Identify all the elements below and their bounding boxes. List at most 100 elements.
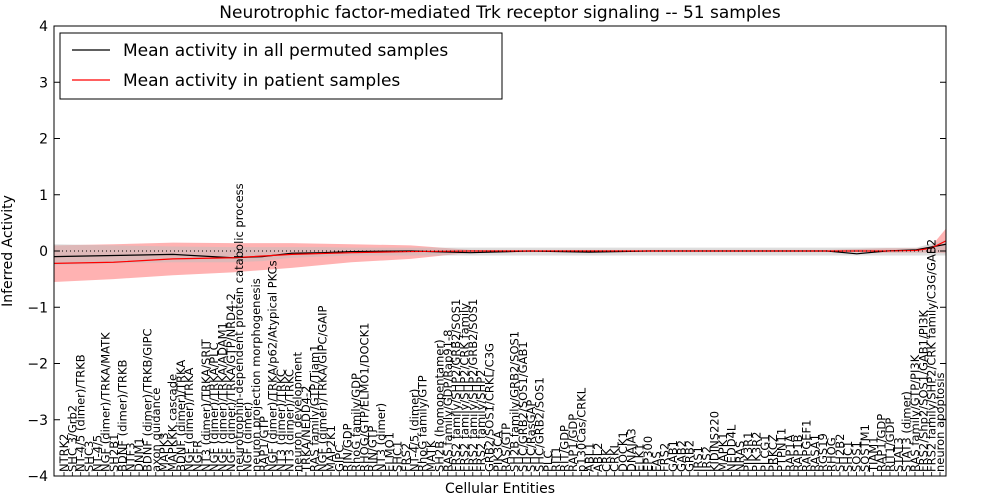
- entity-label: NT-4/5 (dimer): [407, 389, 421, 472]
- entity-label: STAT3: [891, 437, 905, 472]
- entity-label: NGF (dimer)/TRKA/GIPC/GAIP: [316, 305, 330, 472]
- entity-label: RAP1B: [791, 434, 805, 472]
- entity-label: NGF (dimer)/TRKA/p62/Atypical PKCs: [266, 260, 280, 472]
- legend-label: Mean activity in all permuted samples: [123, 41, 448, 61]
- plot-frame: [53, 25, 947, 477]
- entity-label: SHC1: [391, 441, 405, 472]
- y-tick-label: 2: [39, 132, 48, 148]
- entity-label: PIK3R1: [741, 432, 755, 473]
- entity-label: RAP1A: [783, 434, 797, 472]
- entity-label: ELK1: [633, 443, 647, 472]
- series-line-patient: [53, 240, 947, 264]
- entity-label: NGF (dimer)/TRKA/MATK: [99, 332, 113, 472]
- entity-label: KIDINS220: [708, 411, 722, 472]
- entity-label: NT3 (dimer)/TRKC: [274, 369, 288, 472]
- entity-label: NTF3: [124, 442, 138, 472]
- entity-label: GRB2: [683, 440, 697, 472]
- entity-label: NT3 (dimer): [374, 403, 388, 472]
- entity-label: SHC/RasGAP: [524, 400, 538, 472]
- entity-label: RAS family/GTP/Tiam1: [307, 345, 321, 472]
- entity-label: TRKA/NEDD4-2: [299, 386, 313, 473]
- entity-label: CRKL: [608, 441, 622, 472]
- entity-label: SHC/GRB2/SOS1: [533, 377, 547, 472]
- entity-label: DOCK1: [616, 431, 630, 472]
- entity-label: RAP1/GDP: [875, 414, 889, 472]
- entity-label: FRS2: [399, 443, 413, 472]
- entity-label: NRAS: [733, 441, 747, 472]
- entity-label: FRS2/Shp2/SOS1/GAB1/PI3K: [916, 309, 930, 472]
- entity-label: neurotrophin-dependent protein catabolic…: [232, 183, 246, 472]
- entity-label: RAP1/GTP: [257, 416, 271, 472]
- entity-label: FRS2 family/SHP2/CRK family: [457, 303, 471, 472]
- entity-label: BDNF (dimer)/TRKA: [174, 360, 188, 472]
- entity-label: SHC 3/Grb2: [65, 405, 79, 472]
- entity-label: MATK: [424, 440, 438, 472]
- y-tick-label: 0: [39, 244, 48, 260]
- entity-label: NT-4/5: [90, 435, 104, 472]
- entity-label: SQSTM1: [858, 424, 872, 472]
- entity-label: PTPN11: [774, 428, 788, 472]
- entity-label: GAB1: [666, 440, 680, 472]
- entity-label: SHC/GRB2/SOS1/GAB1: [516, 341, 530, 472]
- entity-label: BDNF (dimer)/TRKB/GIPC: [140, 328, 154, 472]
- entity-label: p130Cas/CRKL: [574, 387, 588, 472]
- entity-label: NGF (dimer)/TRKA/GTP/NRD4-2: [224, 293, 238, 472]
- entity-label: neuron development: [291, 352, 305, 472]
- entity-label: NEDD4L: [724, 424, 738, 472]
- entity-label: SOS1: [850, 441, 864, 472]
- entity-label: SH2B2: [833, 434, 847, 472]
- entity-label: SH2B family/GRB2/SOS1: [508, 331, 522, 472]
- legend-box: [59, 32, 503, 100]
- entity-label: GIPC: [332, 445, 346, 472]
- entity-label: SHC3: [82, 441, 96, 472]
- y-tick-label: −4: [27, 469, 48, 485]
- entity-label: NGF (dimer)/TRKA: [182, 368, 196, 472]
- entity-label: GAB2: [674, 440, 688, 472]
- entity-label: PLCG1: [758, 434, 772, 472]
- entity-label: FAS: [649, 451, 663, 472]
- legend: Mean activity in all permuted samples Mea…: [59, 32, 503, 100]
- entity-label: SH2B (homopentamer): [432, 339, 446, 472]
- entity-label: IRS2: [699, 446, 713, 472]
- entity-label: NT3 (dimer)/TRKC: [282, 369, 296, 472]
- legend-label: Mean activity in patient samples: [123, 71, 400, 91]
- axis-ticks: −4 −3 −2 −1 0 1 2 3 4: [27, 19, 946, 485]
- entity-label: PIK3R2: [749, 432, 763, 473]
- x-axis-label: Cellular Entities: [445, 481, 555, 497]
- y-tick-label: −3: [27, 413, 48, 429]
- entity-label: FRS2 family/SHP2/CRK family/C3G/GAB2: [925, 239, 939, 472]
- entity-label: neuron projection morphogenesis: [249, 278, 263, 472]
- entity-label: NTRK2: [57, 434, 71, 472]
- entity-label: RIN/GTP: [366, 426, 380, 472]
- entity-label: PRKCZ: [766, 434, 780, 472]
- entity-label: RIT/GDP: [558, 425, 572, 472]
- series-lines: [53, 240, 947, 264]
- band-patient: [54, 228, 946, 282]
- entity-label: IRS1: [691, 446, 705, 472]
- y-tick-label: −1: [27, 300, 48, 316]
- entity-label: ELMO1: [382, 432, 396, 472]
- entity-label: TIAM1: [866, 436, 880, 473]
- chart-title: Neurotrophic factor-mediated Trk recepto…: [219, 3, 781, 23]
- entity-label: GRB2/SOS1/CRKL/C3G: [482, 343, 496, 472]
- entity-label: NGF (dimer)/TRKA/PLC: [207, 342, 221, 472]
- entity-label: FRS2 family/SHP2/GRB2/SOS1: [466, 299, 480, 472]
- entity-label: FRS2 family/SHP2: [474, 370, 488, 472]
- entity-label: MAP2K1: [324, 425, 338, 472]
- entity-label: NGF (dimer): [241, 402, 255, 472]
- entity-label: RGS19: [816, 433, 830, 472]
- entity-label: RhoG family/GTP: [416, 375, 430, 472]
- entity-label: FRS2: [658, 443, 672, 472]
- y-tick-label: 4: [39, 19, 48, 35]
- entity-label: NGFR: [190, 440, 204, 472]
- entity-label: SH2B1: [107, 434, 121, 472]
- entity-label: SHC1: [841, 441, 855, 472]
- entity-label: DNM1: [132, 437, 146, 472]
- entity-label: axon guidance: [149, 388, 163, 472]
- y-axis-label: Inferred Activity: [0, 195, 16, 307]
- entity-label: RAPGEF1: [800, 420, 814, 472]
- entity-label: STAT3 (dimer): [900, 391, 914, 472]
- entity-label: RIN/GDP: [341, 423, 355, 472]
